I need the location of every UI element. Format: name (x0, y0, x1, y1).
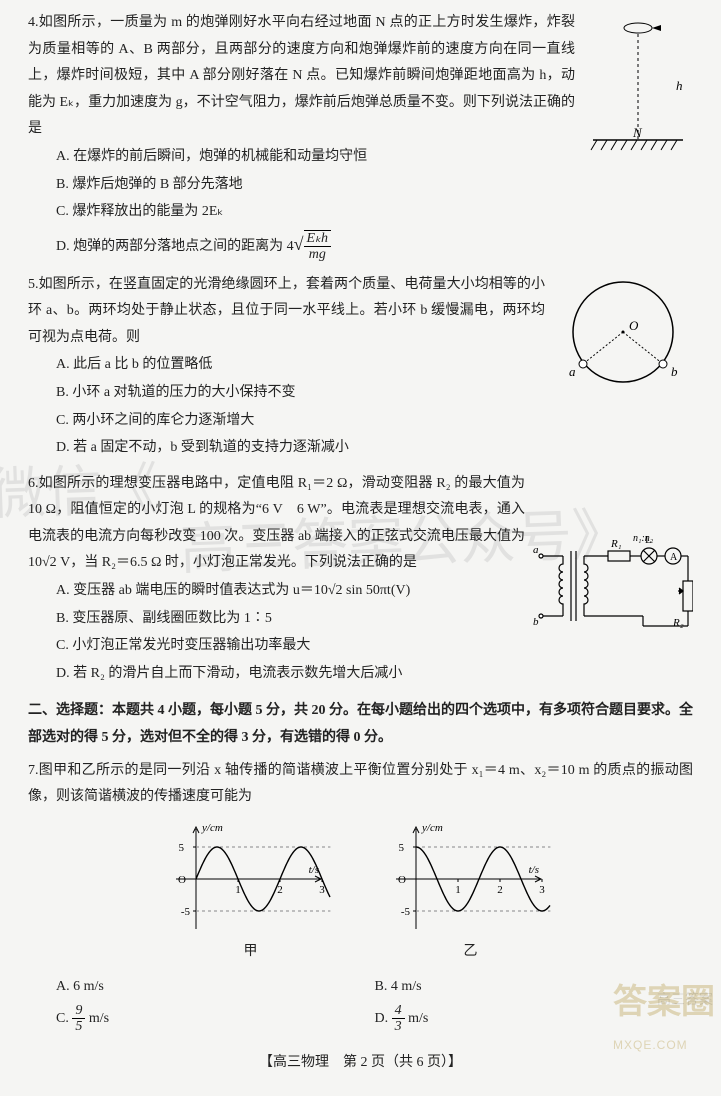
svg-text:b: b (533, 616, 539, 628)
svg-text:n₁:n₂: n₁:n₂ (633, 533, 654, 544)
svg-text:O: O (178, 874, 186, 886)
q4-option-d: D. 炮弹的两部分落地点之间的距离为 4√Eₖhmg (56, 227, 693, 263)
q4-figure: h N (583, 10, 693, 160)
svg-text:O: O (398, 874, 406, 886)
q5-option-d: D. 若 a 固定不动，b 受到轨道的支持力逐渐减小 (56, 435, 693, 462)
svg-text:2: 2 (277, 884, 283, 896)
svg-text:-5: -5 (400, 906, 410, 918)
svg-text:N: N (632, 125, 643, 140)
q7-wave-figures: 5 -5 O 1 2 3 y/cm t/s 甲 5 -5 O 1 2 3 y/cm t/s 乙 (28, 819, 693, 966)
svg-text:1: 1 (235, 884, 241, 896)
svg-text:O: O (629, 318, 639, 333)
q7-option-b: B. 4 m/s (375, 974, 694, 1001)
wave-graph-left: 5-5O123y/cmt/s (166, 819, 336, 939)
svg-text:y/cm: y/cm (421, 822, 443, 834)
svg-text:h: h (676, 78, 683, 93)
svg-text:R₂: R₂ (672, 617, 684, 629)
svg-text:-5: -5 (180, 906, 190, 918)
svg-text:A: A (670, 552, 678, 563)
question-4: h N 4.如图所示，一质量为 m 的炮弹刚好水平向右经过地面 N 点的正上方时… (28, 10, 693, 264)
svg-text:1: 1 (455, 884, 461, 896)
q7-option-a: A. 6 m/s (56, 974, 375, 1001)
q5-figure: O a b (553, 272, 693, 402)
svg-text:a: a (569, 364, 576, 379)
svg-text:y/cm: y/cm (201, 822, 223, 834)
q7-option-c: C. 95 m/s (56, 1003, 375, 1035)
q7-stem: 7.图甲和乙所示的是同一列沿 x 轴传播的简谐横波上平衡位置分别处于 x₁＝4 … (28, 758, 693, 811)
q6-figure: a b R₁ L A R₂ n₁:n₂ (533, 531, 693, 641)
question-7: 7.图甲和乙所示的是同一列沿 x 轴传播的简谐横波上平衡位置分别处于 x₁＝4 … (28, 758, 693, 1036)
section-2-heading: 二、选择题：本题共 4 小题，每小题 5 分，共 20 分。在每小题给出的四个选… (28, 698, 693, 751)
q4-option-c: C. 爆炸释放出的能量为 2Eₖ (56, 199, 693, 226)
question-6: a b R₁ L A R₂ n₁:n₂ 6.如图所示的理想变压器电路中，定值电阻… (28, 471, 693, 689)
q5-option-c: C. 两小环之间的库仑力逐渐增大 (56, 408, 693, 435)
page-footer: 【高三物理 第 2 页（共 6 页）】 (28, 1050, 693, 1077)
svg-text:5: 5 (178, 842, 184, 854)
svg-text:3: 3 (539, 884, 545, 896)
svg-text:R₁: R₁ (610, 538, 622, 550)
svg-text:2: 2 (497, 884, 503, 896)
svg-text:a: a (533, 544, 539, 556)
svg-text:b: b (671, 364, 678, 379)
svg-text:5: 5 (398, 842, 404, 854)
q7-option-d: D. 43 m/s (375, 1003, 694, 1035)
svg-text:t/s: t/s (528, 864, 538, 876)
wave-right-caption: 乙 (386, 939, 556, 966)
wave-left-caption: 甲 (166, 939, 336, 966)
question-5: O a b 5.如图所示，在竖直固定的光滑绝缘圆环上，套着两个质量、电荷量大小均… (28, 272, 693, 463)
q4-option-b: B. 爆炸后炮弹的 B 部分先落地 (56, 172, 693, 199)
wave-graph-right: 5 -5 O 1 2 3 y/cm t/s (386, 819, 556, 939)
q6-option-d: D. 若 R₂ 的滑片自上而下滑动，电流表示数先增大后减小 (56, 661, 693, 688)
